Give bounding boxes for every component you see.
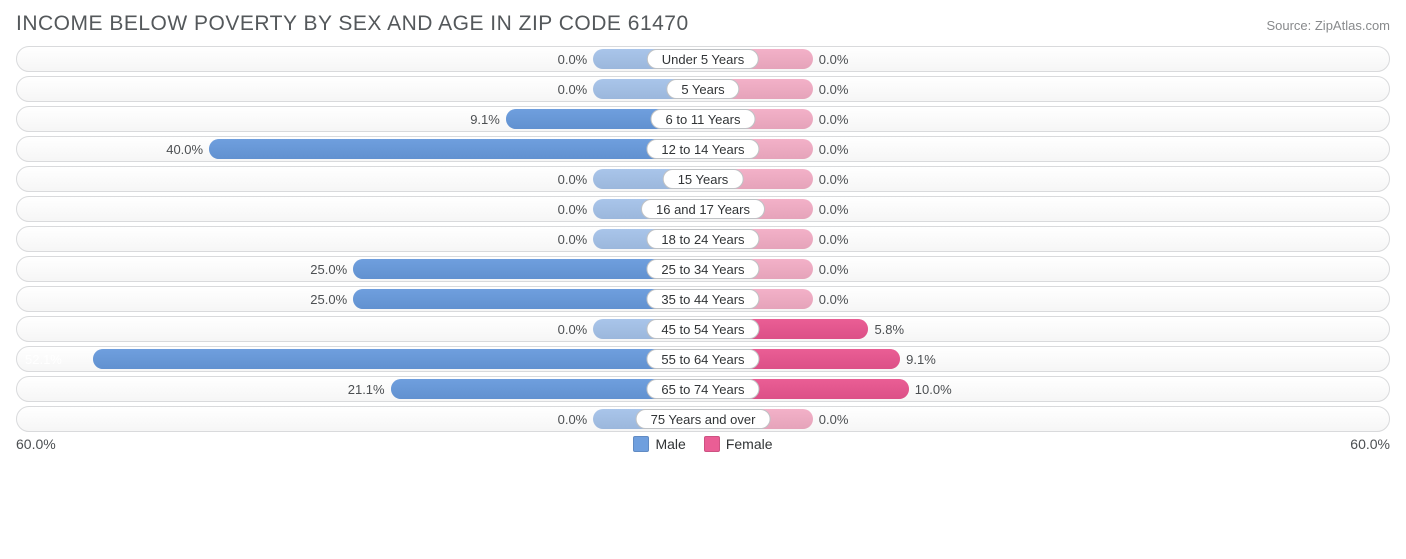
male-value-label: 0.0%: [558, 227, 594, 251]
female-value-label: 0.0%: [813, 107, 849, 131]
category-label: 15 Years: [663, 169, 744, 189]
legend-label-male: Male: [655, 436, 685, 452]
legend-swatch-male: [633, 436, 649, 452]
chart-title: INCOME BELOW POVERTY BY SEX AND AGE IN Z…: [16, 12, 689, 36]
male-fill-bar: [209, 139, 703, 159]
category-label: 75 Years and over: [636, 409, 771, 429]
male-fill-bar: [93, 349, 703, 369]
female-value-label: 0.0%: [813, 287, 849, 311]
chart-row: 40.0% 0.0% 12 to 14 Years: [16, 136, 1390, 162]
chart-row: 25.0% 0.0% 35 to 44 Years: [16, 286, 1390, 312]
category-label: 35 to 44 Years: [646, 289, 759, 309]
category-label: 6 to 11 Years: [651, 109, 756, 129]
category-label: 18 to 24 Years: [646, 229, 759, 249]
chart-row: 0.0% 0.0% Under 5 Years: [16, 46, 1390, 72]
chart-row: 0.0% 0.0% 15 Years: [16, 166, 1390, 192]
chart-row: 21.1% 10.0% 65 to 74 Years: [16, 376, 1390, 402]
female-value-label: 10.0%: [909, 377, 952, 401]
female-value-label: 0.0%: [813, 77, 849, 101]
category-label: 65 to 74 Years: [646, 379, 759, 399]
female-value-label: 0.0%: [813, 137, 849, 161]
axis-max-right: 60.0%: [1350, 436, 1390, 452]
chart-header: INCOME BELOW POVERTY BY SEX AND AGE IN Z…: [16, 12, 1390, 36]
chart-source: Source: ZipAtlas.com: [1266, 18, 1390, 33]
chart-row: 0.0% 0.0% 18 to 24 Years: [16, 226, 1390, 252]
category-label: Under 5 Years: [647, 49, 759, 69]
category-label: 12 to 14 Years: [646, 139, 759, 159]
axis-max-left: 60.0%: [16, 436, 56, 452]
female-value-label: 0.0%: [813, 227, 849, 251]
category-label: 55 to 64 Years: [646, 349, 759, 369]
male-value-label: 0.0%: [558, 197, 594, 221]
male-value-label: 0.0%: [558, 317, 594, 341]
female-value-label: 0.0%: [813, 167, 849, 191]
female-value-label: 5.8%: [868, 317, 904, 341]
chart-row: 0.0% 0.0% 75 Years and over: [16, 406, 1390, 432]
male-value-label: 0.0%: [558, 407, 594, 431]
male-value-label: 9.1%: [470, 107, 506, 131]
female-value-label: 9.1%: [900, 347, 936, 371]
female-value-label: 0.0%: [813, 197, 849, 221]
chart-row: 25.0% 0.0% 25 to 34 Years: [16, 256, 1390, 282]
female-value-label: 0.0%: [813, 47, 849, 71]
female-value-label: 0.0%: [813, 407, 849, 431]
male-value-label: 0.0%: [558, 47, 594, 71]
chart-row: 0.0% 0.0% 16 and 17 Years: [16, 196, 1390, 222]
chart-row: 52.1% 9.1% 55 to 64 Years: [16, 346, 1390, 372]
category-label: 25 to 34 Years: [646, 259, 759, 279]
male-value-label: 25.0%: [310, 287, 353, 311]
male-value-label: 40.0%: [166, 137, 209, 161]
chart-row: 0.0% 0.0% 5 Years: [16, 76, 1390, 102]
category-label: 16 and 17 Years: [641, 199, 765, 219]
legend: Male Female: [633, 436, 772, 452]
axis-row: 60.0% Male Female 60.0%: [16, 436, 1390, 452]
male-value-label: 0.0%: [558, 77, 594, 101]
legend-swatch-female: [704, 436, 720, 452]
chart-container: INCOME BELOW POVERTY BY SEX AND AGE IN Z…: [0, 0, 1406, 460]
female-value-label: 0.0%: [813, 257, 849, 281]
legend-item-female: Female: [704, 436, 773, 452]
chart-row: 9.1% 0.0% 6 to 11 Years: [16, 106, 1390, 132]
legend-item-male: Male: [633, 436, 685, 452]
male-value-label: 25.0%: [310, 257, 353, 281]
category-label: 45 to 54 Years: [646, 319, 759, 339]
chart-rows: 0.0% 0.0% Under 5 Years 0.0% 0.0% 5 Years 9.1%…: [16, 46, 1390, 432]
male-value-label: 52.1%: [25, 347, 62, 371]
male-value-label: 0.0%: [558, 167, 594, 191]
legend-label-female: Female: [726, 436, 773, 452]
male-value-label: 21.1%: [348, 377, 391, 401]
chart-row: 0.0% 5.8% 45 to 54 Years: [16, 316, 1390, 342]
category-label: 5 Years: [666, 79, 739, 99]
